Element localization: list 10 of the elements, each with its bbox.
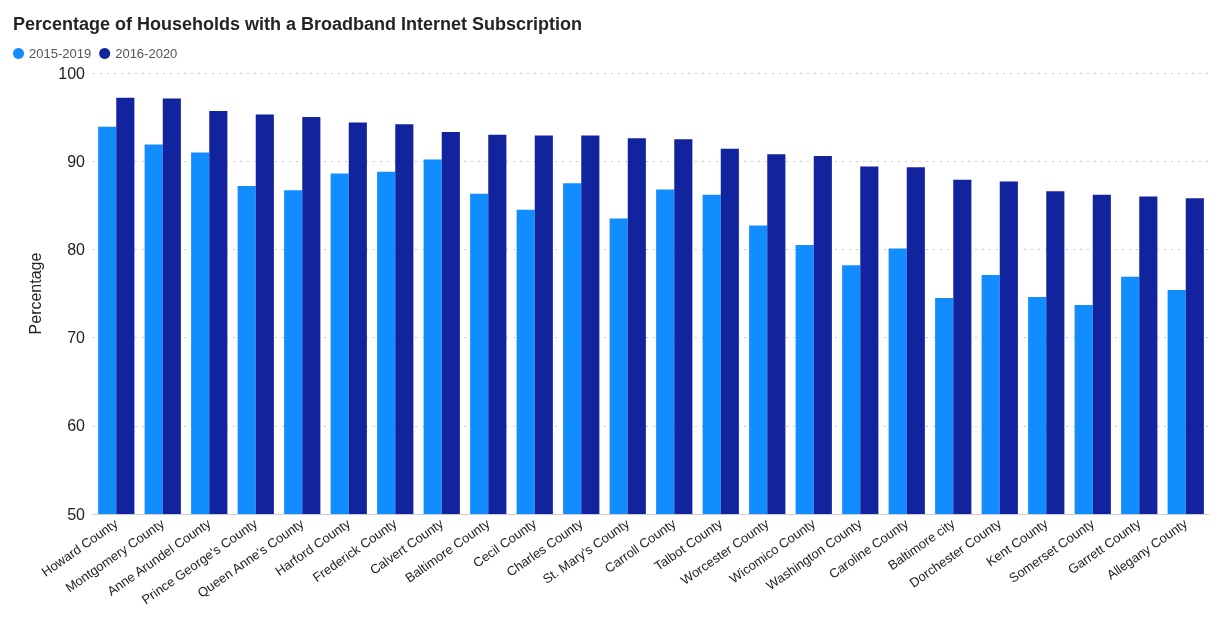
y-tick-label: 90 xyxy=(67,152,86,170)
y-tick-label: 70 xyxy=(67,329,86,347)
y-tick-label: 50 xyxy=(67,505,86,523)
y-tick-label: 100 xyxy=(58,64,86,82)
legend-label: 2015-2019 xyxy=(29,46,92,61)
legend-label: 2016-2020 xyxy=(115,46,178,61)
chart-title: Percentage of Households with a Broadband Internet Subscription xyxy=(13,14,583,34)
y-tick-label: 80 xyxy=(67,240,86,258)
y-axis-title: Percentage xyxy=(26,252,44,335)
y-tick-label: 60 xyxy=(67,417,86,435)
